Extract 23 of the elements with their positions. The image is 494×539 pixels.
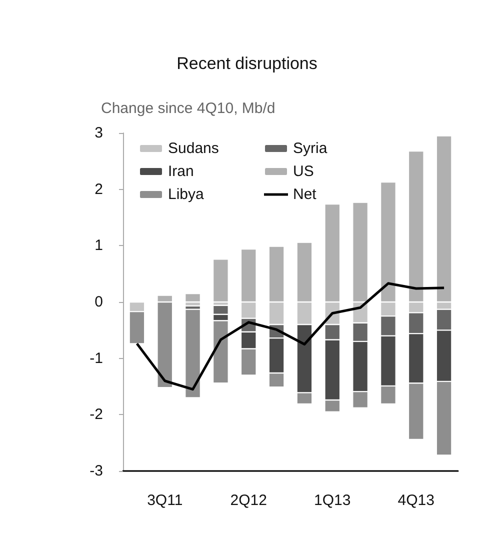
legend-label: Libya [168, 186, 205, 203]
line-series [136, 282, 446, 391]
x-tick-label: 1Q13 [314, 492, 351, 509]
x-tick-label: 3Q11 [147, 492, 183, 509]
x-tick-label: 2Q12 [230, 492, 267, 509]
y-tick-label: 0 [94, 294, 103, 310]
legend-label: Sudans [168, 140, 219, 157]
legend-label: Iran [168, 163, 194, 180]
legend-label: Syria [293, 140, 328, 157]
bar [185, 309, 200, 398]
chart-title: Recent disruptions [176, 54, 318, 73]
y-tick-label: 3 [94, 124, 103, 142]
y-tick-label: -3 [90, 462, 103, 480]
legend-label: US [293, 163, 314, 180]
y-tick-label: 1 [94, 237, 103, 254]
y-tick-label: -1 [90, 350, 103, 367]
chart-subtitle: Change since 4Q10, Mb/d [101, 100, 276, 117]
legend-label: Net [293, 186, 318, 203]
bar [213, 259, 228, 302]
y-tick-label: -2 [90, 406, 103, 424]
y-tick-label: 2 [94, 180, 103, 198]
x-tick-label: 4Q13 [398, 492, 434, 509]
bar [185, 294, 200, 302]
